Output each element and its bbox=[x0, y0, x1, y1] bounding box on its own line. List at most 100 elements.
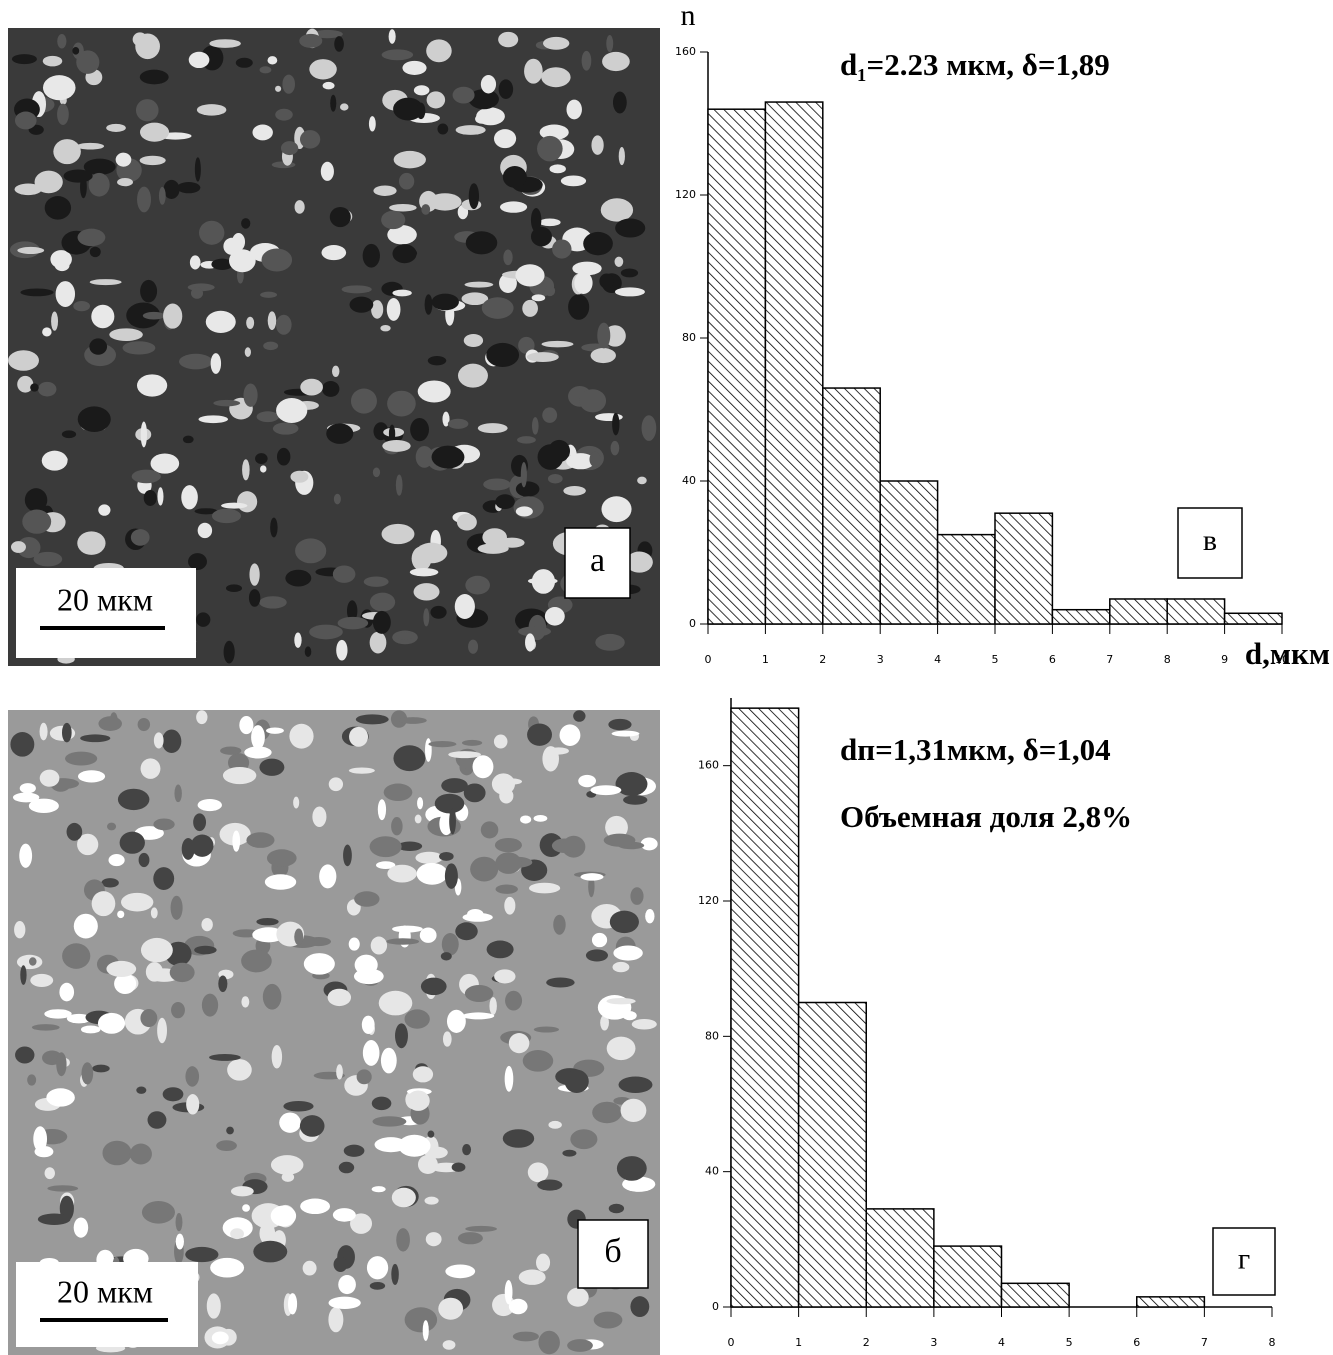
grain bbox=[539, 124, 569, 140]
grain bbox=[20, 965, 27, 985]
grain bbox=[448, 751, 481, 759]
grain bbox=[259, 596, 287, 609]
x-tick-label: 4 bbox=[998, 1336, 1005, 1349]
y-tick-label: 80 bbox=[705, 1029, 719, 1042]
grain bbox=[527, 723, 552, 746]
grain bbox=[518, 336, 535, 354]
grain bbox=[332, 1208, 356, 1222]
grain bbox=[412, 1066, 434, 1083]
grain bbox=[169, 962, 195, 983]
grain bbox=[226, 1126, 234, 1135]
grain bbox=[372, 1116, 407, 1127]
grain bbox=[420, 977, 447, 996]
grain bbox=[10, 541, 26, 553]
grain bbox=[454, 593, 475, 619]
grain bbox=[386, 938, 420, 945]
grain bbox=[591, 135, 604, 155]
grain bbox=[494, 969, 516, 984]
grain bbox=[500, 201, 528, 213]
grain bbox=[225, 584, 243, 593]
grain bbox=[623, 795, 648, 805]
grain bbox=[630, 1296, 650, 1317]
grain bbox=[330, 94, 337, 112]
grain bbox=[339, 103, 349, 111]
grain bbox=[73, 913, 98, 939]
grain bbox=[343, 1144, 365, 1157]
grain bbox=[117, 177, 133, 187]
grain bbox=[31, 1024, 60, 1031]
grain bbox=[465, 231, 498, 255]
y-tick-label: 120 bbox=[675, 188, 696, 201]
grain bbox=[518, 1269, 546, 1285]
grain bbox=[108, 854, 125, 867]
annotation: d₁=2.23 мкм, δ=1,89 bbox=[840, 47, 1110, 82]
grain bbox=[495, 494, 515, 510]
grain bbox=[241, 949, 272, 973]
grain bbox=[242, 1204, 250, 1212]
grain bbox=[539, 218, 561, 227]
grain bbox=[426, 39, 452, 63]
grain bbox=[174, 784, 182, 803]
x-tick-label: 8 bbox=[1269, 1336, 1276, 1349]
grain bbox=[552, 239, 572, 259]
grain bbox=[311, 29, 343, 39]
grain bbox=[97, 1012, 126, 1034]
grain bbox=[618, 1076, 653, 1094]
grain bbox=[252, 124, 273, 141]
grain bbox=[88, 172, 110, 197]
grain bbox=[299, 1115, 325, 1137]
grain bbox=[369, 592, 396, 612]
grain bbox=[256, 411, 279, 423]
grain bbox=[371, 1096, 392, 1111]
grain bbox=[259, 758, 285, 776]
grain bbox=[329, 206, 351, 228]
grain bbox=[285, 569, 312, 587]
grain bbox=[63, 169, 93, 183]
grain bbox=[197, 522, 213, 539]
grain bbox=[517, 436, 536, 444]
grain bbox=[559, 724, 581, 746]
grain bbox=[276, 398, 308, 423]
grain bbox=[102, 1140, 132, 1166]
grain bbox=[531, 417, 539, 435]
grain bbox=[294, 928, 304, 946]
grain bbox=[44, 1167, 55, 1180]
x-tick-label: 2 bbox=[819, 653, 826, 666]
grain bbox=[142, 311, 165, 320]
grain bbox=[332, 365, 340, 377]
grain bbox=[455, 125, 486, 135]
grain bbox=[77, 406, 111, 432]
grain bbox=[589, 451, 601, 468]
grain bbox=[194, 508, 218, 515]
grain bbox=[271, 1045, 283, 1069]
grain bbox=[630, 887, 644, 905]
grain bbox=[363, 576, 389, 587]
grain bbox=[566, 99, 582, 120]
grain bbox=[350, 388, 377, 414]
annotation: Объемная доля 2,8% bbox=[840, 799, 1132, 834]
grain bbox=[640, 837, 658, 851]
grain bbox=[57, 103, 69, 125]
grain bbox=[366, 1256, 389, 1280]
grain bbox=[319, 864, 337, 889]
grain bbox=[140, 1009, 158, 1028]
grain bbox=[455, 922, 478, 941]
grain bbox=[579, 389, 607, 413]
grain bbox=[522, 299, 538, 317]
grain bbox=[608, 718, 632, 731]
grain bbox=[80, 1025, 101, 1034]
grain bbox=[117, 788, 150, 811]
grain bbox=[620, 268, 639, 278]
grain bbox=[33, 1126, 48, 1152]
grain bbox=[189, 255, 201, 270]
grain bbox=[89, 338, 108, 355]
y-tick-label: 120 bbox=[698, 894, 719, 907]
grain bbox=[425, 1232, 442, 1247]
grain bbox=[327, 988, 352, 1007]
grain bbox=[404, 1307, 438, 1333]
grain bbox=[140, 937, 173, 963]
panel-box bbox=[564, 527, 631, 599]
grain bbox=[77, 833, 99, 856]
grain bbox=[139, 122, 170, 142]
grain bbox=[578, 774, 597, 788]
